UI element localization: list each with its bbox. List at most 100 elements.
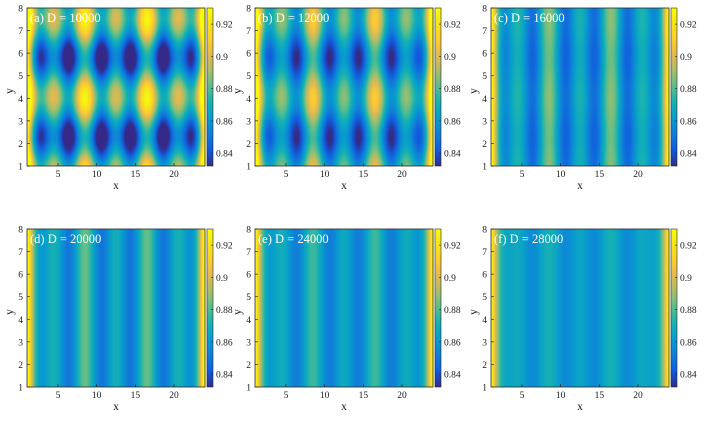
panel-title: (e) D = 24000 [258,232,329,246]
x-tick-label: 5 [520,170,525,180]
y-tick-label: 3 [246,117,251,127]
colorbar-tick-label: 0.84 [680,150,697,160]
x-tick-label: 20 [633,391,643,401]
y-tick-label: 6 [482,271,487,281]
colorbar-tick-label: 0.84 [216,150,233,160]
colorbar-frame [670,7,678,167]
y-tick-label: 4 [246,95,251,105]
y-tick-label: 8 [482,226,487,236]
y-tick-label: 7 [18,27,23,37]
x-axis-label: x [113,180,119,192]
y-tick-label: 7 [246,248,251,258]
y-tick-label: 2 [18,140,23,150]
colorbar-frame [670,228,678,388]
x-tick-label: 15 [359,391,369,401]
x-tick-label: 10 [556,170,566,180]
x-tick-label: 10 [320,391,330,401]
x-tick-label: 5 [56,391,61,401]
heatmap-image [491,229,669,387]
y-tick-label: 6 [482,50,487,60]
colorbar-tick-label: 0.88 [216,306,233,316]
colorbar [207,8,213,166]
y-tick-label: 8 [18,5,23,15]
colorbar-tick-label: 0.86 [216,117,233,127]
plot-frame [26,228,206,388]
colorbar-tick-label: 0.92 [444,21,461,31]
y-tick-label: 1 [18,384,23,394]
y-tick-label: 1 [482,163,487,173]
y-axis-label: y [4,309,16,315]
x-axis-label: x [113,401,119,413]
colorbar [671,229,677,387]
plot-frame [254,228,434,388]
plot-frame [254,7,434,167]
panel-title: (a) D = 10000 [30,11,101,25]
y-tick-label: 5 [482,293,487,303]
x-tick-label: 10 [92,391,102,401]
y-tick-label: 4 [482,95,487,105]
y-axis-label: y [4,88,16,94]
y-tick-label: 1 [18,163,23,173]
heatmap-image [255,229,433,387]
y-tick-label: 4 [482,316,487,326]
heatmap-image [255,8,433,166]
colorbar-frame [206,228,214,388]
y-tick-label: 3 [482,117,487,127]
colorbar-tick-label: 0.86 [216,338,233,348]
colorbar-tick-label: 0.88 [444,306,461,316]
x-tick-label: 10 [320,170,330,180]
colorbar-tick-label: 0.92 [216,21,233,31]
x-tick-label: 20 [397,170,407,180]
colorbar-tick-label: 0.84 [444,150,461,160]
colorbar-tick-label: 0.9 [444,274,456,284]
x-tick-label: 15 [131,391,141,401]
x-tick-label: 15 [595,170,605,180]
colorbar-tick-label: 0.84 [680,371,697,381]
x-tick-label: 5 [56,170,61,180]
x-axis-label: x [577,401,583,413]
colorbar [207,229,213,387]
y-tick-label: 4 [18,95,23,105]
x-tick-label: 15 [595,391,605,401]
x-tick-label: 20 [633,170,643,180]
colorbar-tick-label: 0.88 [444,85,461,95]
y-tick-label: 2 [18,361,23,371]
plot-frame [26,7,206,167]
panel-2: 5 10 15 20 1 2 3 4 5 6 7 8 x y (b) D = 12000 0.84 0.86 0.… [232,5,461,193]
panel-4: 5 10 15 20 1 2 3 4 5 6 7 8 x y (d) D = 20000 0.84 0.86 0.… [4,226,233,414]
x-tick-label: 5 [284,391,289,401]
y-tick-label: 2 [246,140,251,150]
x-tick-label: 10 [556,391,566,401]
colorbar-tick-label: 0.86 [680,338,697,348]
y-tick-label: 8 [482,5,487,15]
colorbar [435,229,441,387]
y-tick-label: 4 [18,316,23,326]
y-tick-label: 6 [246,50,251,60]
panel-5: 5 10 15 20 1 2 3 4 5 6 7 8 x y (e) D = 24000 0.84 0.86 0.… [232,226,461,414]
colorbar-tick-label: 0.84 [216,371,233,381]
colorbar-frame [434,228,442,388]
y-axis-label: y [468,309,480,315]
colorbar [671,8,677,166]
y-tick-label: 3 [246,338,251,348]
colorbar-tick-label: 0.92 [680,21,697,31]
y-tick-label: 7 [18,248,23,258]
x-tick-label: 20 [169,170,179,180]
panel-title: (c) D = 16000 [494,11,565,25]
y-tick-label: 7 [482,248,487,258]
panel-title: (f) D = 28000 [494,232,563,246]
heatmap-image [491,8,669,166]
y-axis-label: y [232,88,244,94]
colorbar-tick-label: 0.9 [680,274,692,284]
colorbar-tick-label: 0.9 [444,53,456,63]
y-tick-label: 6 [18,50,23,60]
x-tick-label: 5 [520,391,525,401]
plot-frame [490,7,670,167]
colorbar-frame [206,7,214,167]
colorbar-tick-label: 0.86 [444,338,461,348]
x-axis-label: x [341,180,347,192]
colorbar-frame [434,7,442,167]
x-tick-label: 5 [284,170,289,180]
x-tick-label: 15 [359,170,369,180]
